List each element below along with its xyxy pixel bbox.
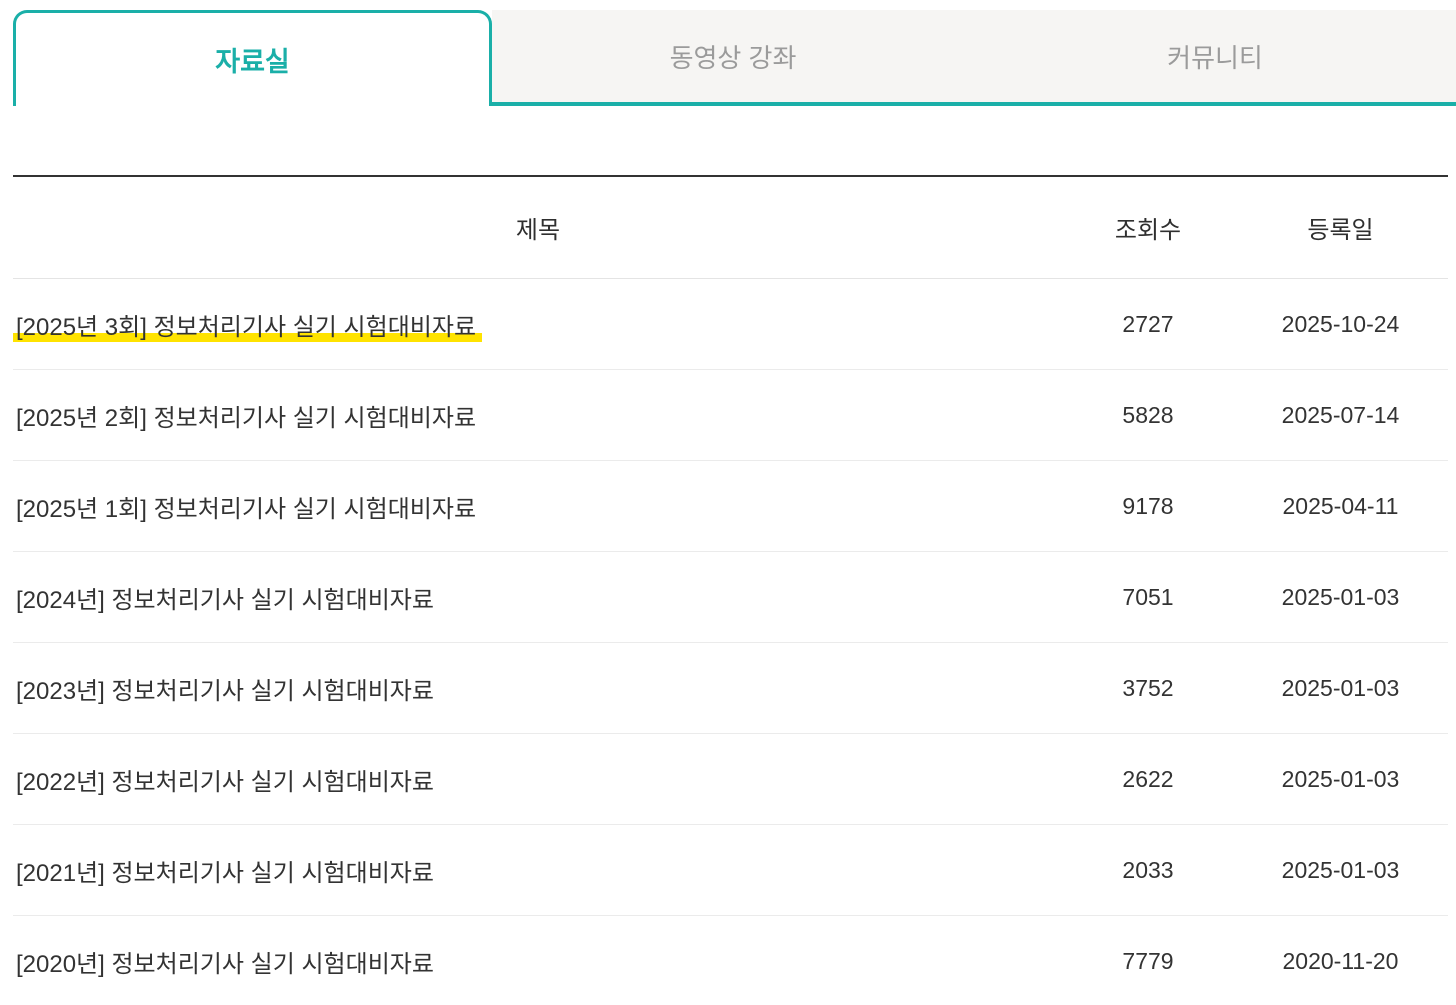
tab-archive-label: 자료실 (215, 47, 290, 77)
post-title-link[interactable]: [2025년 2회] 정보처리기사 실기 시험대비자료 (16, 404, 477, 432)
table-row: [2022년] 정보처리기사 실기 시험대비자료 2622 2025-01-03 (13, 734, 1448, 825)
post-title-link[interactable]: [2022년] 정보처리기사 실기 시험대비자료 (16, 768, 434, 796)
post-title-cell: [2025년 3회] 정보처리기사 실기 시험대비자료 (13, 306, 1063, 342)
board-body: [2025년 3회] 정보처리기사 실기 시험대비자료 2727 2025-10… (13, 279, 1448, 1005)
table-row: [2020년] 정보처리기사 실기 시험대비자료 7779 2020-11-20 (13, 916, 1448, 1005)
post-title-link[interactable]: [2020년] 정보처리기사 실기 시험대비자료 (16, 950, 434, 978)
post-title-cell: [2025년 1회] 정보처리기사 실기 시험대비자료 (13, 489, 1063, 524)
post-title-link[interactable]: [2025년 3회] 정보처리기사 실기 시험대비자료 (13, 306, 483, 342)
tab-community-label: 커뮤니티 (1167, 42, 1263, 73)
tab-inactive-group: 동영상 강좌 커뮤니티 (492, 10, 1456, 106)
header-date: 등록일 (1307, 217, 1374, 244)
post-title-cell: [2024년] 정보처리기사 실기 시험대비자료 (13, 580, 1063, 615)
post-title-cell: [2020년] 정보처리기사 실기 시험대비자료 (13, 944, 1063, 979)
table-row: [2025년 3회] 정보처리기사 실기 시험대비자료 2727 2025-10… (13, 279, 1448, 370)
table-row: [2025년 2회] 정보처리기사 실기 시험대비자료 5828 2025-07… (13, 370, 1448, 461)
post-views: 2622 (1122, 765, 1174, 792)
tab-bar: 자료실 동영상 강좌 커뮤니티 (0, 10, 1456, 106)
post-date: 2025-04-11 (1282, 492, 1399, 519)
table-row: [2025년 1회] 정보처리기사 실기 시험대비자료 9178 2025-04… (13, 461, 1448, 552)
post-views: 5828 (1122, 401, 1174, 428)
board-table: 제목 조회수 등록일 [2025년 3회] 정보처리기사 실기 시험대비자료 2… (13, 175, 1448, 1005)
post-title-link[interactable]: [2023년] 정보처리기사 실기 시험대비자료 (16, 677, 434, 705)
post-views: 9178 (1122, 492, 1174, 519)
post-views: 3752 (1122, 674, 1174, 701)
tab-community[interactable]: 커뮤니티 (974, 10, 1456, 102)
post-views: 2727 (1122, 310, 1174, 337)
table-row: [2024년] 정보처리기사 실기 시험대비자료 7051 2025-01-03 (13, 552, 1448, 643)
post-date: 2025-01-03 (1281, 856, 1400, 883)
post-date: 2020-11-20 (1282, 947, 1399, 974)
post-date: 2025-01-03 (1281, 583, 1400, 610)
header-title: 제목 (515, 217, 561, 244)
post-title-cell: [2022년] 정보처리기사 실기 시험대비자료 (13, 762, 1063, 797)
post-views: 2033 (1122, 856, 1174, 883)
post-title-cell: [2025년 2회] 정보처리기사 실기 시험대비자료 (13, 398, 1063, 433)
post-title-cell: [2023년] 정보처리기사 실기 시험대비자료 (13, 671, 1063, 706)
post-date: 2025-07-14 (1281, 401, 1400, 428)
post-date: 2025-10-24 (1281, 310, 1400, 337)
tab-archive[interactable]: 자료실 (13, 10, 492, 106)
post-title-cell: [2021년] 정보처리기사 실기 시험대비자료 (13, 853, 1063, 888)
post-title-link[interactable]: [2024년] 정보처리기사 실기 시험대비자료 (16, 586, 434, 614)
header-views: 조회수 (1114, 217, 1182, 244)
post-title-link[interactable]: [2021년] 정보처리기사 실기 시험대비자료 (16, 859, 434, 887)
post-title-link[interactable]: [2025년 1회] 정보처리기사 실기 시험대비자료 (16, 495, 477, 523)
tab-video-lectures[interactable]: 동영상 강좌 (492, 10, 974, 102)
post-date: 2025-01-03 (1281, 674, 1400, 701)
tab-video-lectures-label: 동영상 강좌 (669, 42, 797, 73)
post-views: 7779 (1122, 947, 1174, 974)
board-header-row: 제목 조회수 등록일 (13, 177, 1448, 279)
table-row: [2021년] 정보처리기사 실기 시험대비자료 2033 2025-01-03 (13, 825, 1448, 916)
table-row: [2023년] 정보처리기사 실기 시험대비자료 3752 2025-01-03 (13, 643, 1448, 734)
post-date: 2025-01-03 (1281, 765, 1400, 792)
post-views: 7051 (1122, 583, 1174, 610)
